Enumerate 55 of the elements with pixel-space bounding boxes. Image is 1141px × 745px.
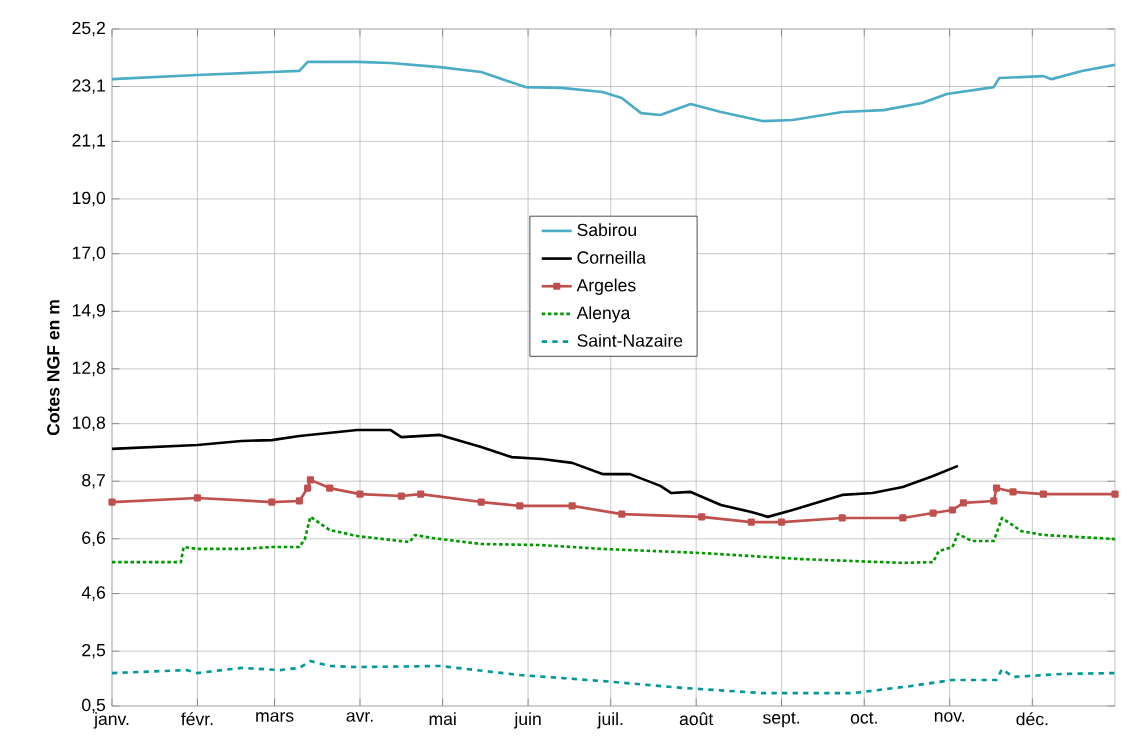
y-tick-label: 4,6 <box>81 586 106 601</box>
point <box>326 484 334 492</box>
x-tick-label: mai <box>429 712 456 726</box>
y-tick-label: 12,8 <box>72 361 106 377</box>
y-tick-label: 23,1 <box>72 79 105 94</box>
point <box>295 497 303 505</box>
x-tick-label: juin <box>513 712 541 729</box>
point <box>990 497 998 505</box>
point <box>929 509 937 517</box>
point <box>1039 490 1047 498</box>
point <box>1009 488 1017 496</box>
x-tick-label: févr. <box>181 712 213 726</box>
y-tick-label: 8,7 <box>82 473 105 489</box>
point <box>899 514 907 522</box>
y-tick-label: 0,5 <box>82 698 106 714</box>
point <box>1111 490 1119 498</box>
point <box>948 506 957 514</box>
point <box>838 514 846 522</box>
x-tick-label: janv. <box>93 712 129 729</box>
x-tick-label: avr. <box>346 712 373 722</box>
point <box>618 510 626 518</box>
x-tick-label: sept. <box>763 712 800 728</box>
legend-label: Alenya <box>576 306 631 323</box>
y-tick-label: 17,0 <box>72 246 106 262</box>
point <box>959 499 968 507</box>
point <box>568 502 576 510</box>
y-tick-label: 10,8 <box>72 416 106 431</box>
legend-label: Saint-Nazaire <box>577 333 683 347</box>
y-tick-label: 25,2 <box>72 21 105 37</box>
point <box>992 484 1001 492</box>
y-tick-label: 21,1 <box>72 134 105 149</box>
point <box>417 490 425 498</box>
x-tick-label: oct. <box>850 712 877 724</box>
legend-label: Argeles <box>576 278 636 295</box>
y-tick-label: 2,5 <box>82 643 106 659</box>
x-tick-label: nov. <box>934 712 965 722</box>
point <box>306 476 314 484</box>
point <box>356 490 364 498</box>
point <box>397 492 405 500</box>
point <box>747 518 755 526</box>
y-axis-title: Cotes NGF en m <box>47 300 60 436</box>
x-tick-label: mars <box>256 712 294 722</box>
y-tick-label: 6,6 <box>82 531 106 547</box>
x-tick-label: août <box>679 712 714 726</box>
point <box>516 502 524 510</box>
x-tick-label: déc. <box>1016 712 1048 726</box>
legend-label: Corneilla <box>577 250 646 264</box>
point <box>304 484 312 492</box>
x-tick-label: juil. <box>597 712 623 729</box>
point <box>477 498 485 506</box>
point <box>698 513 706 521</box>
y-tick-label: 19,0 <box>72 191 106 207</box>
point <box>777 518 786 526</box>
y-tick-label: 14,9 <box>72 304 105 319</box>
legend-label: Sabirou <box>577 223 636 237</box>
